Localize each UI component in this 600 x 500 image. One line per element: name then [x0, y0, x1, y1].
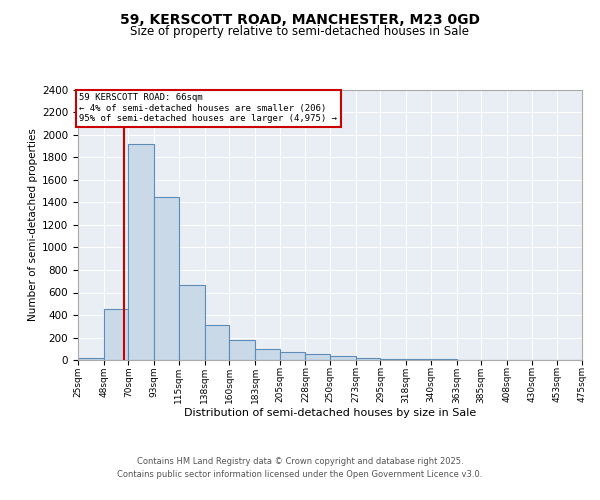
Y-axis label: Number of semi-detached properties: Number of semi-detached properties	[28, 128, 38, 322]
Bar	[78, 358, 104, 360]
Bar	[179, 284, 205, 360]
Text: Contains HM Land Registry data © Crown copyright and database right 2025.: Contains HM Land Registry data © Crown c…	[137, 458, 463, 466]
Bar	[128, 144, 154, 360]
Bar	[255, 349, 280, 360]
Bar	[205, 325, 229, 360]
Bar	[154, 197, 179, 360]
Bar	[380, 359, 406, 360]
Bar	[356, 358, 380, 360]
Text: Size of property relative to semi-detached houses in Sale: Size of property relative to semi-detach…	[131, 25, 470, 38]
Text: 59, KERSCOTT ROAD, MANCHESTER, M23 0GD: 59, KERSCOTT ROAD, MANCHESTER, M23 0GD	[120, 12, 480, 26]
Bar	[330, 356, 356, 360]
Bar	[229, 340, 255, 360]
X-axis label: Distribution of semi-detached houses by size in Sale: Distribution of semi-detached houses by …	[184, 408, 476, 418]
Bar	[305, 354, 330, 360]
Bar	[104, 310, 128, 360]
Bar	[406, 359, 431, 360]
Text: 59 KERSCOTT ROAD: 66sqm
← 4% of semi-detached houses are smaller (206)
95% of se: 59 KERSCOTT ROAD: 66sqm ← 4% of semi-det…	[79, 94, 337, 123]
Text: Contains public sector information licensed under the Open Government Licence v3: Contains public sector information licen…	[118, 470, 482, 479]
Bar	[280, 352, 305, 360]
